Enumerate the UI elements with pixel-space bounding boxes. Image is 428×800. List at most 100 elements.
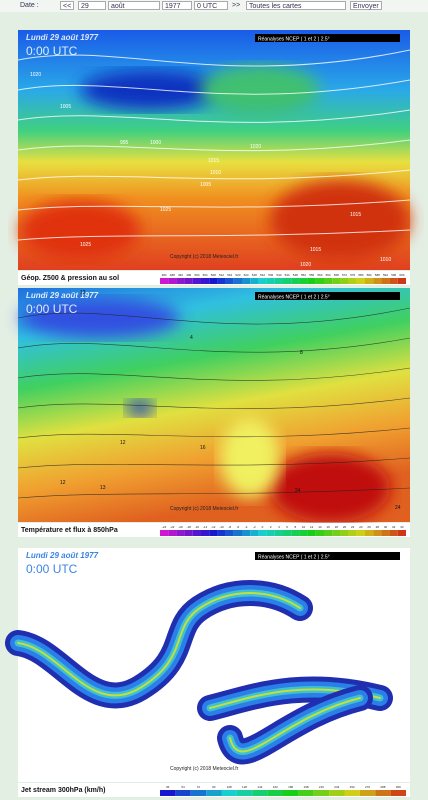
scale-cell	[340, 530, 349, 536]
scale-cell	[184, 278, 193, 284]
scale-label: 2	[270, 525, 272, 529]
scale-label: 512	[219, 273, 224, 277]
scale-cell	[217, 278, 226, 284]
scale-label: -24	[162, 525, 167, 529]
scale-label: 6	[286, 525, 288, 529]
jet-stream	[229, 697, 361, 753]
scale-cell	[242, 530, 251, 536]
scale-cell	[192, 278, 201, 284]
scale-cell	[190, 790, 207, 796]
contour	[17, 397, 411, 409]
contour	[17, 109, 411, 123]
scale-label: 540	[276, 273, 281, 277]
scale-label: 568	[334, 273, 339, 277]
day-select[interactable]: 29	[78, 1, 106, 10]
year-select[interactable]: 1977	[162, 1, 192, 10]
scale-label: 4	[278, 525, 280, 529]
scale-label: 24	[359, 525, 363, 529]
scale-cell	[365, 278, 374, 284]
scale-cell	[390, 790, 406, 796]
submit-button[interactable]: Envoyer	[350, 1, 382, 10]
scale-label: 14	[318, 525, 322, 529]
scale-cell	[332, 530, 341, 536]
map-blob	[80, 70, 220, 110]
contour-label: 1015	[310, 247, 321, 253]
scale-label: 270	[365, 785, 370, 789]
scale-label: -14	[203, 525, 208, 529]
scale-cell	[242, 278, 251, 284]
scale-label: 8	[294, 525, 296, 529]
scale-cell	[168, 530, 177, 536]
contour	[17, 427, 411, 439]
scale-label: 0	[262, 525, 264, 529]
next-button[interactable]: >>	[232, 2, 241, 9]
scale-cell	[225, 278, 234, 284]
scale-label: 588	[375, 273, 380, 277]
date: Lundi 29 août 1977	[26, 551, 99, 560]
scale-cell	[324, 278, 333, 284]
scale-label: -10	[219, 525, 224, 529]
contour-label: 1025	[80, 242, 91, 248]
scale-cell	[221, 790, 237, 796]
scale-label: 524	[244, 273, 249, 277]
scale-cell	[266, 530, 275, 536]
map-blob	[20, 200, 140, 260]
scale-cell	[192, 530, 201, 536]
source-bar	[255, 552, 400, 560]
source: Réanalyses NCEP ( 1 et 2 ) 2.5°	[258, 555, 330, 561]
scale-label: 564	[326, 273, 331, 277]
maps-select[interactable]: Toutes les cartes	[246, 1, 346, 10]
scale-label: 544	[285, 273, 290, 277]
scale-label: 532	[260, 273, 265, 277]
time: 0:00 UTC	[26, 302, 78, 316]
scale-cell	[348, 530, 357, 536]
contour-label: 24	[295, 488, 301, 494]
scale-label: 144	[257, 785, 262, 789]
scale-label: 496	[186, 273, 191, 277]
scale-label: 26	[367, 525, 371, 529]
scale-label: 90	[212, 785, 216, 789]
scale-cell	[329, 790, 345, 796]
contour-label: 1020	[300, 262, 311, 268]
scale-cell	[266, 278, 275, 284]
scale-cell	[176, 278, 185, 284]
scale-cell	[307, 278, 316, 284]
scale-cell	[313, 790, 330, 796]
scale-label: 592	[383, 273, 388, 277]
form-bar: Date : << 29 août 1977 0 UTC >> Toutes l…	[0, 0, 428, 12]
scale-label: 22	[351, 525, 355, 529]
source-bar	[255, 292, 400, 300]
prev-button[interactable]: <<	[60, 1, 75, 10]
scale-label: 500	[194, 273, 199, 277]
caption: Température et flux à 850hPa	[21, 527, 118, 534]
scale-cell	[299, 530, 308, 536]
scale-cell	[365, 530, 374, 536]
hour-select[interactable]: 0 UTC	[194, 1, 228, 10]
scale-label: 484	[162, 273, 167, 277]
scale-cell	[307, 530, 316, 536]
scale-cell	[252, 790, 268, 796]
contour-label: 1015	[208, 158, 219, 164]
scale-label: 508	[211, 273, 216, 277]
copyright: Copyright (c) 2018 Meteociel.fr	[170, 506, 239, 512]
month-select[interactable]: août	[108, 1, 160, 10]
scale-cell	[176, 530, 185, 536]
scale-label: 488	[170, 273, 175, 277]
scale-label: 36	[166, 785, 170, 789]
scale-label: 30	[384, 525, 388, 529]
scale-cell	[258, 278, 267, 284]
map-blob	[20, 298, 180, 338]
time: 0:00 UTC	[26, 562, 78, 576]
source: Réanalyses NCEP ( 1 et 2 ) 2.5°	[258, 37, 330, 43]
scale-cell	[274, 278, 283, 284]
scale-label: 520	[235, 273, 240, 277]
scale-label: 504	[203, 273, 208, 277]
contour-label: 1025	[160, 207, 171, 213]
contour-label: 4	[190, 335, 193, 341]
scale-label: 576	[350, 273, 355, 277]
scale-cell	[160, 790, 176, 796]
scale-label: 10	[302, 525, 306, 529]
scale-cell	[381, 530, 390, 536]
scale-cell	[381, 278, 390, 284]
